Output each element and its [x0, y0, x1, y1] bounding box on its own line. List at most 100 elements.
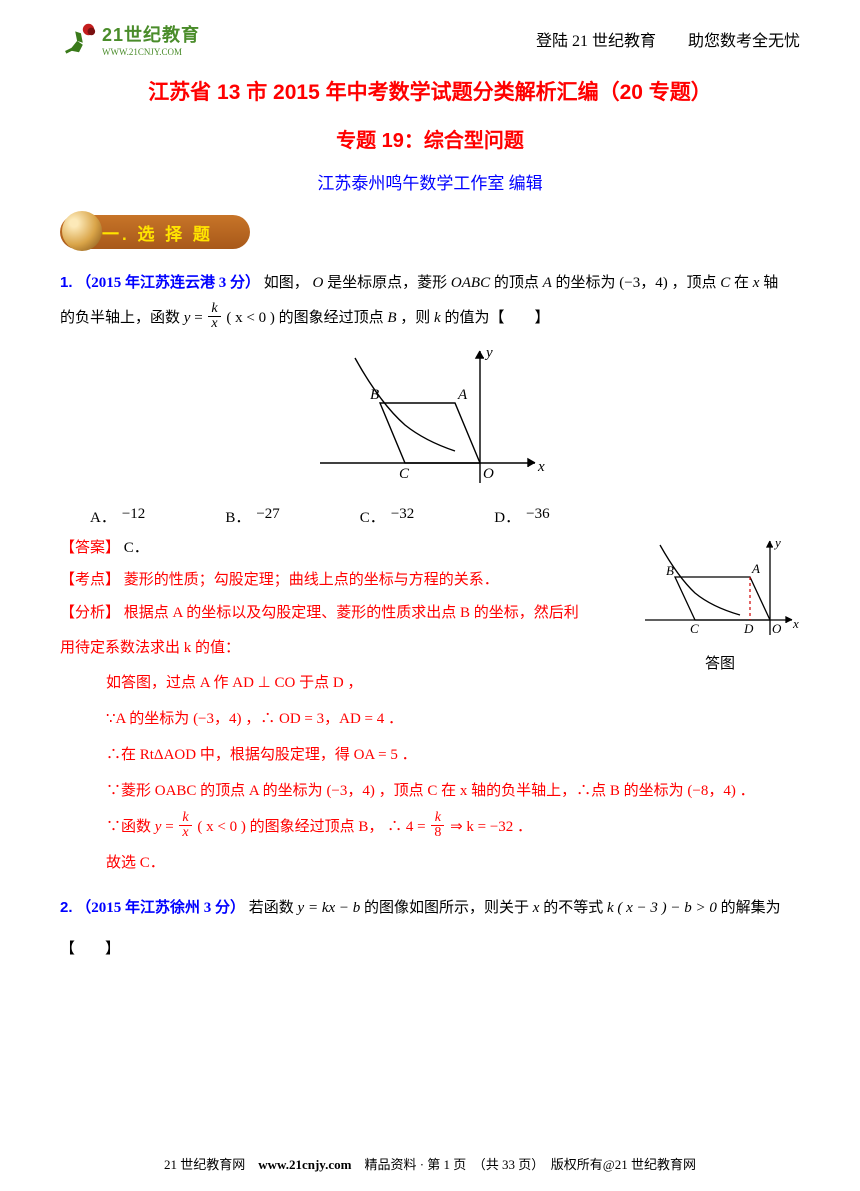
opt-B-val: −27	[256, 506, 279, 527]
point-line: 【考点】 菱形的性质；勾股定理；曲线上点的坐标与方程的关系．	[60, 565, 632, 597]
footer-site: 21 世纪教育网	[164, 1157, 245, 1172]
q2-text-d: 的解集为	[721, 900, 781, 916]
step2-coord: (−3，4)	[193, 711, 241, 727]
step5-cond: ( x < 0 )	[197, 819, 245, 835]
ans-D-label: D	[743, 621, 754, 636]
step-6: 故选 C．	[60, 845, 800, 881]
option-A: A． −12	[90, 506, 145, 527]
step5-frac: k x	[179, 811, 191, 840]
opt-A-val: −12	[122, 506, 145, 527]
ans-C-label: C	[690, 621, 699, 636]
q1-var-O: O	[313, 275, 324, 291]
step4-c: ．	[740, 783, 755, 799]
step-1: 如答图，过点 A 作 AD ⊥ CO 于点 D ，	[60, 665, 632, 701]
ans-A-label: A	[751, 561, 760, 576]
q1-var-OABC: OABC	[451, 275, 490, 291]
q1-var-B: B	[387, 310, 396, 326]
origin-label: O	[483, 466, 494, 482]
q1-figure: y x B A C O	[60, 343, 800, 498]
point-B-label: B	[370, 387, 379, 403]
q2-var-x: x	[533, 900, 540, 916]
q1-text-b: 是坐标原点，菱形	[327, 275, 451, 291]
q1-text-c: 的顶点	[494, 275, 543, 291]
step-3: ∴在 RtΔAOD 中，根据勾股定理，得 OA = 5 ．	[60, 737, 800, 773]
answer-value: C．	[124, 540, 149, 556]
q2-number: 2.	[60, 899, 73, 916]
step-5: ∵函数 y = k x ( x < 0 ) 的图象经过顶点 B， ∴ 4 = k…	[60, 809, 800, 845]
analysis-1: 根据点 A 的坐标以及勾股定理、菱形的性质求出点 B 的坐标，然后利	[124, 605, 579, 621]
step4-coordB: (−8，4)	[687, 783, 735, 799]
q1-text-e: ，顶点	[671, 275, 720, 291]
step5-eq: =	[165, 819, 177, 835]
step5-c: ∴ 4 =	[387, 819, 429, 835]
q2-eq: y = kx − b	[298, 900, 361, 916]
step2-a: ∵A 的坐标为	[106, 711, 189, 727]
answer-label: 【答案】	[60, 540, 120, 556]
opt-A-label: A．	[90, 506, 116, 527]
analysis-line-1: 【分析】 根据点 A 的坐标以及勾股定理、菱形的性质求出点 B 的坐标，然后利	[60, 596, 632, 631]
answer-graph: y x B A C D O	[640, 535, 800, 645]
option-B: B． −27	[225, 506, 279, 527]
q1-frac-num: k	[208, 302, 220, 317]
logo-text-block: 21世纪教育 WWW.21CNJY.COM	[102, 21, 200, 57]
q2-text-a: 若函数	[249, 900, 298, 916]
ans-y-label: y	[773, 535, 781, 550]
step5-den2: 8	[431, 826, 444, 840]
q2-bracket: 【 】	[60, 932, 800, 967]
page-header: 21世纪教育 WWW.21CNJY.COM 登陆 21 世纪教育 助您数考全无忧	[60, 20, 800, 58]
q1-coord-A: (−3，4)	[619, 275, 667, 291]
step5-den: x	[179, 826, 191, 840]
site-logo: 21世纪教育 WWW.21CNJY.COM	[60, 20, 200, 58]
step-2: ∵A 的坐标为 (−3，4) ，∴ OD = 3，AD = 4 ．	[60, 701, 800, 737]
question-2: 2. （2015 年江苏徐州 3 分） 若函数 y = kx − b 的图像如图…	[60, 891, 800, 926]
q1-fraction: k x	[208, 302, 220, 331]
question-1: 1. （2015 年江苏连云港 3 分） 如图， O 是坐标原点，菱形 OABC…	[60, 266, 800, 335]
step5-y: y	[155, 819, 162, 835]
logo-url: WWW.21CNJY.COM	[102, 47, 200, 57]
section-title: 一. 选 择 题	[102, 220, 213, 245]
q1-eq-y: y	[184, 310, 191, 326]
footer-mid: 精品资料 · 第 1 页 （共 33 页） 版权所有@21 世纪教育网	[364, 1157, 696, 1172]
option-D: D． −36	[494, 506, 549, 527]
opt-C-label: C．	[360, 506, 385, 527]
ans-B-label: B	[666, 563, 674, 578]
answer-figure: y x B A C D O 答图	[640, 535, 800, 673]
q1-text-a: 如图，	[264, 275, 309, 291]
point-A-label: A	[457, 387, 468, 403]
q1-solution-row: 【答案】 C． 【考点】 菱形的性质；勾股定理；曲线上点的坐标与方程的关系． 【…	[60, 527, 800, 701]
option-C: C． −32	[360, 506, 414, 527]
step5-num2: k	[431, 811, 444, 826]
page-footer: 21 世纪教育网 www.21cnjy.com 精品资料 · 第 1 页 （共 …	[0, 1154, 860, 1173]
q1-text-g: 轴	[763, 275, 778, 291]
point-label: 【考点】	[60, 572, 120, 588]
point-C-label: C	[399, 466, 410, 482]
section-pill: 一. 选 择 题	[60, 215, 250, 249]
answer-figure-caption: 答图	[640, 652, 800, 673]
q1-text-h: 的负半轴上，函数	[60, 310, 184, 326]
q1-text-k: 的值为【 】	[444, 310, 549, 326]
q1-source: （2015 年江苏连云港 3 分）	[76, 275, 260, 291]
opt-D-label: D．	[494, 506, 520, 527]
opt-D-val: −36	[526, 506, 549, 527]
footer-url: www.21cnjy.com	[258, 1157, 351, 1172]
section-header: 一. 选 择 题	[60, 212, 800, 252]
rhombus-graph: y x B A C O	[310, 343, 550, 493]
q2-text-b: 的图像如图所示，则关于	[364, 900, 533, 916]
q1-var-C: C	[720, 275, 730, 291]
q2-source: （2015 年江苏徐州 3 分）	[76, 900, 245, 916]
editor-credit: 江苏泰州鸣午数学工作室 编辑	[60, 169, 800, 194]
document-subtitle: 专题 19：综合型问题	[60, 124, 800, 153]
answer-line: 【答案】 C．	[60, 533, 632, 565]
step5-num: k	[179, 811, 191, 826]
q1-var-k: k	[434, 310, 441, 326]
opt-C-val: −32	[391, 506, 414, 527]
point-text: 菱形的性质；勾股定理；曲线上点的坐标与方程的关系．	[124, 572, 499, 588]
step4-coord: (−3，4)	[326, 783, 374, 799]
step4-b: ，顶点 C 在 x 轴的负半轴上，∴点 B 的坐标为	[379, 783, 684, 799]
q1-text-d: 的坐标为	[556, 275, 616, 291]
step2-b: ，∴ OD = 3，AD = 4 ．	[245, 711, 403, 727]
ans-O-label: O	[772, 621, 782, 636]
q1-var-A: A	[543, 275, 552, 291]
axis-y-label: y	[484, 345, 493, 361]
step-4: ∵菱形 OABC 的顶点 A 的坐标为 (−3，4) ，顶点 C 在 x 轴的负…	[60, 773, 800, 809]
